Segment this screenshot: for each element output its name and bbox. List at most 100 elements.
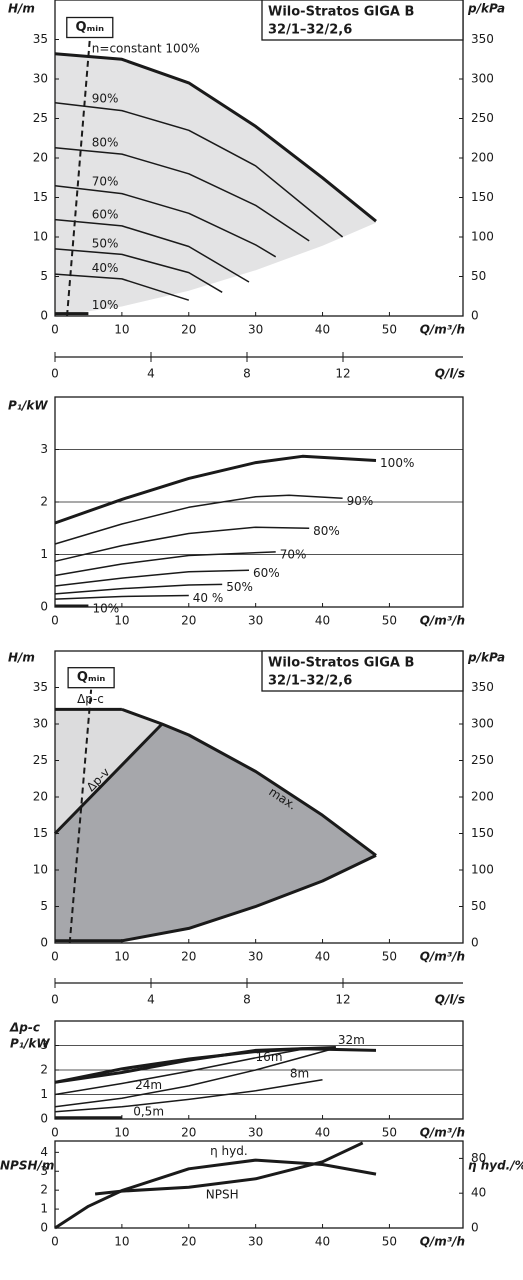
- x2-tick-label: 0: [51, 367, 59, 381]
- curve: [54, 248, 223, 293]
- curve-label: 10%: [92, 298, 119, 312]
- x-tick-label: 10: [114, 950, 129, 964]
- curve: [94, 1141, 364, 1196]
- x-tick-label: 20: [181, 323, 196, 337]
- y-tick-label: 25: [33, 111, 48, 125]
- y-tick-label: 3: [40, 1164, 48, 1178]
- x-tick-label: 40: [315, 1126, 330, 1140]
- curve-label: 0,5m: [133, 1104, 164, 1118]
- x2-tick-label: 12: [335, 367, 350, 381]
- x-tick-label: 30: [248, 614, 263, 628]
- y2-tick-label: 200: [471, 790, 494, 804]
- y-tick-label: 5: [40, 269, 48, 283]
- qmin-box: [67, 667, 115, 689]
- x2-tick-label: 12: [335, 993, 350, 1007]
- y-tick-label: 1: [40, 547, 48, 561]
- x-tick-label: 0: [51, 1126, 59, 1140]
- y2-tick-label: 0: [471, 309, 479, 323]
- curve: [54, 1046, 336, 1084]
- x-axis-label: Q/m³/h: [420, 1235, 465, 1249]
- y-tick-label: 10: [33, 863, 48, 877]
- curve: [121, 707, 377, 857]
- chart-title: Wilo-Stratos GIGA B: [268, 5, 414, 20]
- curve-label: 70%: [92, 174, 119, 188]
- curve: [54, 1047, 310, 1096]
- y-tick-label: 2: [40, 495, 48, 509]
- curve-label: 40 %: [193, 591, 224, 605]
- y2-tick-label: 0: [471, 1221, 479, 1235]
- y-tick-label: 0: [40, 309, 48, 323]
- x2-axis-label: Q/l/s: [435, 367, 465, 381]
- curve: [53, 722, 164, 835]
- y2-tick-label: 300: [471, 72, 494, 86]
- curve: [54, 569, 250, 587]
- y-tick-label: 25: [33, 753, 48, 767]
- x-tick-label: 50: [382, 323, 397, 337]
- curve-label: 40%: [92, 261, 119, 275]
- x2-tick-label: 4: [147, 993, 155, 1007]
- qmin-line: [66, 39, 91, 317]
- x-axis-label: Q/m³/h: [420, 950, 465, 964]
- y-tick-label: 35: [33, 32, 48, 46]
- curve: [54, 454, 377, 525]
- y2-axis-label: p/kPa: [467, 651, 505, 665]
- y-tick-label: 0: [40, 1221, 48, 1235]
- y2-tick-label: 350: [471, 680, 494, 694]
- curve: [54, 583, 223, 595]
- y2-tick-label: 200: [471, 151, 494, 165]
- y-tick-label: 15: [33, 190, 48, 204]
- curve-label: 8m: [290, 1067, 309, 1081]
- y2-tick-label: 40: [471, 1186, 486, 1200]
- curve: [54, 101, 344, 238]
- y2-tick-label: 50: [471, 269, 486, 283]
- y-tick-label: 0: [40, 936, 48, 950]
- y2-tick-label: 150: [471, 826, 494, 840]
- y2-tick-label: 350: [471, 32, 494, 46]
- y-tick-label: 5: [40, 899, 48, 913]
- y2-tick-label: 50: [471, 899, 486, 913]
- curve-label: 10%: [92, 601, 119, 615]
- curve-label: η hyd.: [210, 1144, 248, 1158]
- qmin-label: Qₘᵢₙ: [77, 670, 106, 685]
- curve-label: 16m: [256, 1050, 283, 1064]
- dpv-area: [55, 724, 376, 941]
- y2-tick-label: 100: [471, 230, 494, 244]
- chart-subtitle: 32/1–32/2,6: [268, 23, 352, 38]
- x-tick-label: 30: [248, 323, 263, 337]
- curve-label: 100%: [380, 456, 414, 470]
- x-axis-label: Q/m³/h: [420, 614, 465, 628]
- y2-axis-label: p/kPa: [467, 2, 505, 16]
- x-tick-label: 40: [315, 950, 330, 964]
- y2-tick-label: 150: [471, 190, 494, 204]
- x-tick-label: 0: [51, 950, 59, 964]
- x-tick-label: 10: [114, 1235, 129, 1249]
- curve: [54, 494, 343, 545]
- x-tick-label: 30: [248, 950, 263, 964]
- curve-label: 50%: [226, 580, 253, 594]
- chart-title: Wilo-Stratos GIGA B: [268, 656, 414, 671]
- curve-label: NPSH: [206, 1188, 239, 1202]
- y-axis-label: P₁/kW: [10, 1037, 50, 1051]
- y2-tick-label: 0: [471, 936, 479, 950]
- x-tick-label: 40: [315, 614, 330, 628]
- y-axis-label: Δp-c: [9, 1021, 40, 1035]
- y-tick-label: 10: [33, 230, 48, 244]
- x2-tick-label: 8: [243, 993, 251, 1007]
- x-tick-label: 0: [51, 614, 59, 628]
- y2-axis-label: η hyd./%: [468, 1159, 523, 1173]
- x-axis-label: Q/m³/h: [420, 323, 465, 337]
- curve-label: 90%: [347, 494, 374, 508]
- curve-label: 60%: [92, 208, 119, 222]
- title-box: [261, 650, 464, 692]
- y-tick-label: 35: [33, 680, 48, 694]
- x-tick-label: 40: [315, 1235, 330, 1249]
- y2-tick-label: 300: [471, 717, 494, 731]
- y-tick-label: 2: [40, 1063, 48, 1077]
- x-tick-label: 50: [382, 1126, 397, 1140]
- curve-label: 24m: [135, 1078, 162, 1092]
- y-tick-label: 4: [40, 1145, 48, 1159]
- x-tick-label: 30: [248, 1235, 263, 1249]
- curve-label: n=constant 100%: [92, 41, 200, 55]
- y-tick-label: 0: [40, 1112, 48, 1126]
- x-axis-label: Q/m³/h: [420, 1126, 465, 1140]
